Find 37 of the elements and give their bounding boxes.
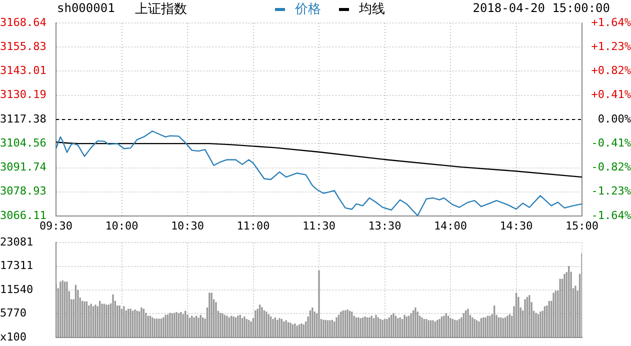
y2-tick-label: +1.23%	[591, 40, 631, 53]
chart-subtitle: sh000001	[57, 1, 115, 15]
y2-tick-label: +0.82%	[591, 64, 631, 78]
y-tick-label: 3091.74	[0, 160, 47, 174]
y-tick-label: 3066.11	[0, 208, 46, 222]
y-tick-label: 23081	[0, 235, 34, 248]
y2-tick-label: -1.23%	[591, 184, 631, 198]
legend-label: 均线	[359, 1, 385, 18]
y2-tick-label: +1.64%	[591, 16, 631, 29]
y-tick-label: 3168.64	[0, 16, 47, 29]
x-tick-label: 10:30	[170, 219, 204, 232]
x-tick-label: 15:00	[565, 219, 599, 232]
y2-tick-label: 0.00%	[598, 112, 631, 126]
y-tick-label: 3078.93	[0, 184, 46, 198]
x-tick-label: 10:00	[105, 219, 138, 232]
y-tick-label: 5770	[0, 306, 26, 320]
x-tick-label: 13:30	[368, 219, 402, 232]
y-tick-label: 3117.38	[0, 112, 46, 126]
y2-tick-label: -0.82%	[591, 160, 631, 174]
y2-tick-label: -0.41%	[591, 136, 631, 150]
y-tick-label: 3143.01	[0, 64, 46, 78]
y-tick-label: x100	[0, 330, 26, 344]
x-tick-label: 11:00	[236, 219, 270, 232]
x-tick-label: 11:30	[302, 219, 336, 232]
y-tick-label: 3155.83	[0, 40, 46, 53]
text: 2018-04-20 15:00:00	[472, 1, 610, 15]
legend-label: 价格	[295, 1, 321, 18]
y2-tick-label: +0.41%	[591, 88, 631, 102]
y-tick-label: 3104.56	[0, 136, 46, 150]
y-tick-label: 17311	[0, 259, 34, 272]
x-tick-label: 09:30	[39, 219, 73, 232]
y-tick-label: 11540	[0, 282, 34, 296]
x-tick-label: 14:30	[500, 219, 533, 232]
y-tick-label: 3130.19	[0, 88, 46, 102]
chart-title: 上证指数	[135, 1, 187, 18]
y2-tick-label: -1.64%	[591, 208, 631, 222]
x-tick-label: 14:00	[434, 219, 468, 232]
